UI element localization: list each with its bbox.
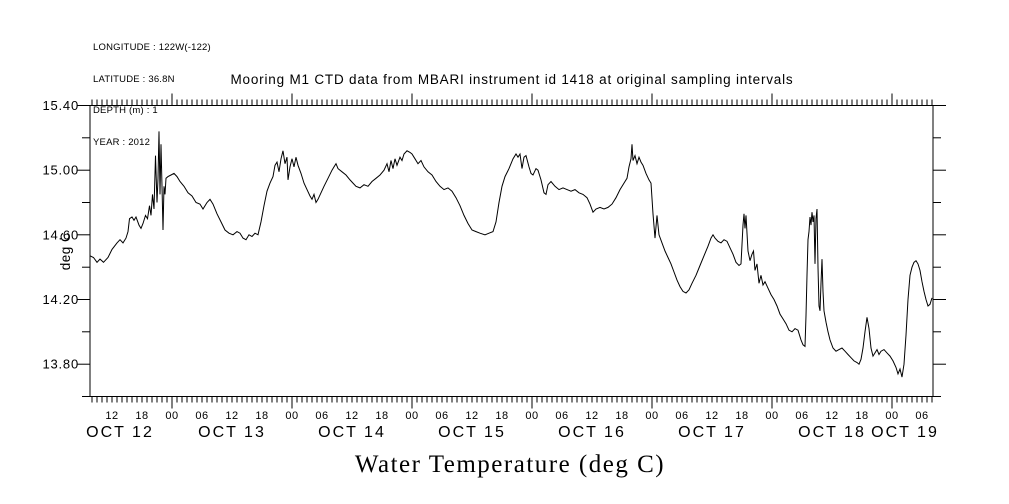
hour-tick-label: 00 <box>765 410 778 422</box>
date-tick-label: OCT 14 <box>318 424 386 441</box>
hour-tick-label: 12 <box>465 410 478 422</box>
hour-tick-label: 12 <box>705 410 718 422</box>
hour-tick-label: 06 <box>315 410 328 422</box>
x-axis-ticks <box>91 93 933 409</box>
y-tick-label: 15.00 <box>42 163 79 178</box>
metadata-longitude: LONGITUDE : 122W(-122) <box>93 42 211 53</box>
hour-tick-label: 00 <box>405 410 418 422</box>
y-axis-title-text: deg C <box>58 232 73 271</box>
y-tick-label: 15.40 <box>42 98 79 113</box>
hour-tick-label: 06 <box>915 410 928 422</box>
hour-tick-label: 18 <box>255 410 268 422</box>
hour-tick-label: 12 <box>585 410 598 422</box>
temperature-line <box>89 131 933 378</box>
hour-tick-label: 00 <box>285 410 298 422</box>
x-axis-date-labels: OCT 12 OCT 13 OCT 14 OCT 15 OCT 16 OCT 17 OCT … <box>86 424 939 441</box>
hour-tick-label: 18 <box>135 410 148 422</box>
y-tick-label: 13.80 <box>42 357 79 372</box>
y-axis-title: deg C <box>58 232 73 271</box>
hour-tick-label: 06 <box>555 410 568 422</box>
date-tick-label: OCT 19 <box>871 424 939 441</box>
hour-tick-label: 00 <box>885 410 898 422</box>
temperature-series-line <box>89 131 933 378</box>
x-axis-label: Water Temperature (deg C) <box>354 451 666 478</box>
hour-tick-label: 00 <box>645 410 658 422</box>
hour-tick-label: 00 <box>165 410 178 422</box>
plot-frame <box>89 105 934 397</box>
y-axis-tick-labels: 13.80 14.20 14.60 15.00 15.40 <box>42 98 79 372</box>
metadata-depth: DEPTH (m) : 1 <box>93 105 158 116</box>
hour-tick-label: 12 <box>345 410 358 422</box>
hour-tick-label: 12 <box>105 410 118 422</box>
date-tick-label: OCT 16 <box>558 424 626 441</box>
date-tick-label: OCT 15 <box>438 424 506 441</box>
metadata-latitude: LATITUDE : 36.8N <box>93 73 175 85</box>
hour-tick-label: 18 <box>855 410 868 422</box>
hour-tick-label: 00 <box>525 410 538 422</box>
hour-tick-label: 06 <box>195 410 208 422</box>
hour-tick-label: 06 <box>795 410 808 422</box>
hour-tick-label: 18 <box>615 410 628 422</box>
date-tick-label: OCT 18 <box>798 424 866 441</box>
y-tick-label: 14.20 <box>42 292 79 307</box>
hour-tick-label: 18 <box>375 410 388 422</box>
chart-title: Mooring M1 CTD data from MBARI instrumen… <box>230 72 794 87</box>
hour-tick-label: 12 <box>225 410 238 422</box>
hour-tick-label: 18 <box>735 410 748 422</box>
date-tick-label: OCT 17 <box>678 424 746 441</box>
hour-tick-label: 06 <box>435 410 448 422</box>
date-tick-label: OCT 12 <box>86 424 154 441</box>
y-tick-label: 14.60 <box>42 227 79 242</box>
x-axis-hour-labels: 12 18 00 06 12 18 00 06 12 18 00 06 12 18 00 06 12 18 00 06… <box>105 410 928 422</box>
y-axis-ticks <box>77 105 946 397</box>
station-metadata: LONGITUDE : 122W(-122) LATITUDE : 36.8N … <box>93 22 211 159</box>
hour-tick-label: 18 <box>495 410 508 422</box>
metadata-year: YEAR : 2012 <box>93 136 151 148</box>
date-tick-label: OCT 13 <box>198 424 266 441</box>
hour-tick-label: 12 <box>825 410 838 422</box>
hour-tick-label: 06 <box>675 410 688 422</box>
